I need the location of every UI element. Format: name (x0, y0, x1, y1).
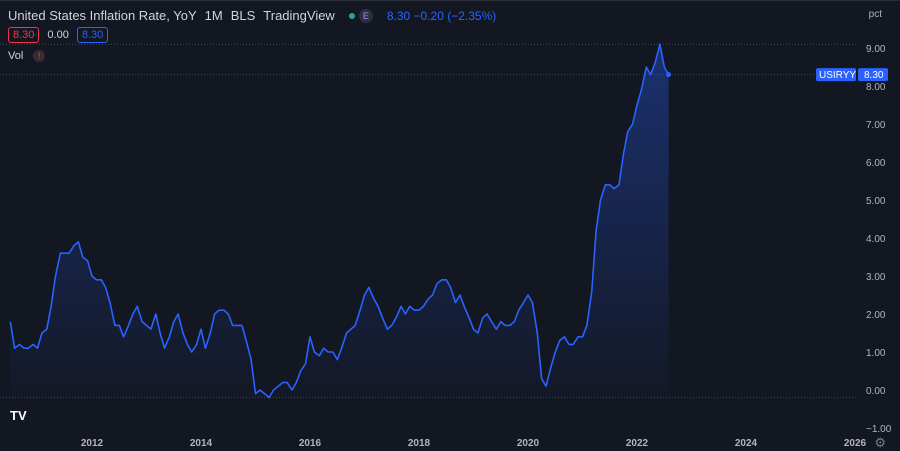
y-tick-label: 6.00 (866, 158, 886, 169)
value-b: 0.00 (47, 29, 69, 41)
x-axis-ticks: 2012 2014 2016 2018 2020 2022 2024 2026 (81, 438, 867, 449)
chart-header: United States Inflation Rate, YoY 1M BLS… (8, 8, 496, 23)
x-tick-label: 2024 (735, 438, 758, 449)
chart-title[interactable]: United States Inflation Rate, YoY (8, 8, 197, 23)
y-tick-label: 1.00 (866, 348, 886, 359)
x-tick-label: 2012 (81, 438, 104, 449)
volume-row: Vol ! (8, 50, 46, 62)
series-area (10, 44, 669, 398)
y-axis-ticks: 9.00 8.00 7.00 6.00 5.00 4.00 3.00 2.00 1.00 0.00… (866, 44, 892, 435)
source-label[interactable]: BLS (230, 8, 256, 23)
vol-label[interactable]: Vol (8, 50, 24, 62)
y-tick-label: 5.00 (866, 196, 886, 207)
value-box-a[interactable]: 8.30 (8, 27, 40, 43)
settings-icon[interactable]: ⚙ (874, 435, 886, 450)
y-tick-label: 3.00 (866, 272, 886, 283)
top-border (0, 0, 900, 1)
y-tick-label: 8.00 (866, 82, 886, 93)
status-indicators: E (348, 8, 373, 23)
ohlc-row: 8.30 0.00 8.30 (8, 27, 109, 43)
price-flag-symbol: USIRYY (819, 70, 856, 81)
series-line (9, 43, 670, 399)
warning-icon[interactable]: ! (33, 50, 46, 62)
price-flag-symbol-bg (816, 68, 856, 82)
y-tick-label: 7.00 (866, 120, 886, 131)
x-tick-label: 2014 (190, 438, 213, 449)
interval-label[interactable]: 1M (204, 8, 223, 23)
price-flag-value: 8.30 (864, 70, 884, 81)
y-tick-label: 4.00 (866, 234, 886, 245)
value-box-c[interactable]: 8.30 (76, 27, 109, 43)
price-readout: 8.30 −0.20 (−2.35%) (387, 9, 496, 23)
price-flag: USIRYY 8.30 (816, 68, 888, 82)
y-tick-label: 2.00 (866, 310, 886, 321)
x-tick-label: 2026 (844, 438, 867, 449)
market-status-dot-icon (348, 12, 355, 19)
x-tick-label: 2016 (299, 438, 322, 449)
y-tick-label: 9.00 (866, 44, 886, 55)
earnings-badge-icon[interactable]: E (358, 8, 373, 23)
x-tick-label: 2018 (408, 438, 431, 449)
last-value: 8.30 (386, 8, 411, 23)
y-tick-label: 0.00 (866, 386, 886, 397)
y-tick-label: −1.00 (866, 424, 892, 435)
provider-label[interactable]: TradingView (263, 8, 335, 23)
x-tick-label: 2020 (517, 438, 540, 449)
x-tick-label: 2022 (626, 438, 649, 449)
price-flag-value-bg (858, 68, 888, 82)
tradingview-logo-icon[interactable]: TV (10, 408, 27, 423)
last-point-marker (666, 72, 672, 78)
change-value: −0.20 (−2.35%) (413, 8, 497, 23)
axis-unit-label: pct (868, 9, 882, 20)
